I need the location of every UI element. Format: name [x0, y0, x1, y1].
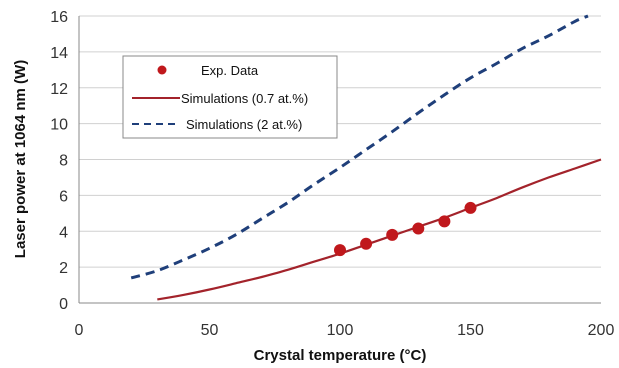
series-line-2 — [130, 14, 589, 280]
series-layer — [130, 14, 602, 301]
data-point-0-1 — [360, 237, 373, 250]
data-point-0-0 — [334, 244, 346, 257]
legend-marker-exp-data — [157, 65, 167, 75]
legend-label-sim-07: Simulations (0.7 at.%) — [181, 91, 308, 106]
x-axis-title: Crystal temperature (°C) — [254, 347, 427, 364]
legend-label-sim-2: Simulations (2 at.%) — [186, 117, 302, 132]
x-tick-label-2: 100 — [327, 322, 354, 339]
data-point-0-3 — [412, 222, 425, 235]
y-tick-label-5: 10 — [50, 117, 68, 134]
series-line-1 — [157, 158, 602, 301]
data-point-0-2 — [386, 228, 399, 241]
axes: 0 2 4 6 8 10 12 14 16 0 50 100 150 200 — [50, 9, 614, 339]
x-tick-label-0: 0 — [75, 322, 84, 339]
y-tick-label-0: 0 — [59, 296, 68, 313]
legend: Exp. Data Simulations (0.7 at.%) Simulat… — [122, 55, 338, 139]
y-tick-label-2: 4 — [59, 224, 68, 241]
legend-label-exp-data: Exp. Data — [201, 63, 259, 78]
y-tick-label-8: 16 — [50, 9, 68, 26]
y-tick-label-4: 8 — [59, 153, 68, 170]
data-point-0-4 — [438, 215, 451, 228]
y-tick-label-1: 2 — [59, 260, 68, 277]
y-tick-label-6: 12 — [50, 81, 68, 98]
x-tick-label-1: 50 — [201, 322, 219, 339]
x-tick-label-3: 150 — [457, 322, 484, 339]
y-axis-title: Laser power at 1064 nm (W) — [12, 60, 29, 258]
x-tick-label-4: 200 — [588, 322, 615, 339]
y-tick-label-3: 6 — [59, 188, 68, 205]
data-point-0-5 — [464, 201, 477, 214]
y-tick-label-7: 14 — [50, 45, 68, 62]
